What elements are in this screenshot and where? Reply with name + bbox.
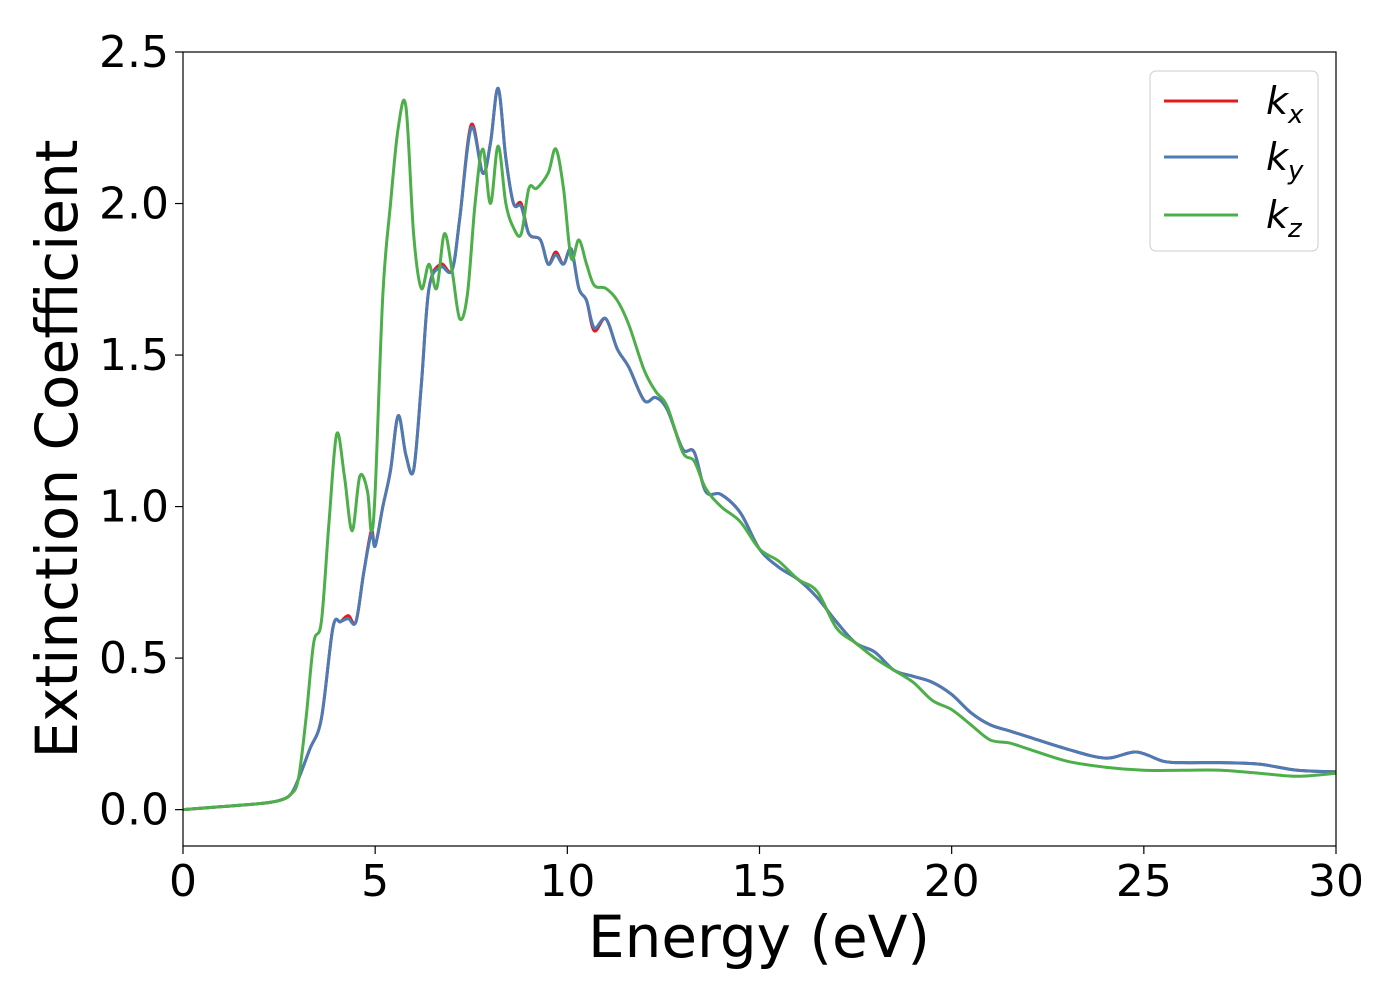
legend-label-main: k [1266,135,1290,179]
y-tick-label: 1.5 [99,330,169,381]
legend-label-subscript: z [1287,214,1303,244]
series-line-ky [183,86,1336,812]
x-axis-ticks: 0 5 10 15 20 25 30 [169,846,1364,907]
x-tick-label: 0 [169,856,197,907]
y-tick-label: 1.0 [99,482,169,533]
x-tick-label: 30 [1308,856,1364,907]
x-tick-label: 5 [361,856,389,907]
y-tick-label: 2.5 [99,27,169,78]
x-axis-label: Energy (eV) [588,903,930,971]
legend-label-kx: kx [1266,79,1304,130]
x-tick-label: 15 [732,856,788,907]
y-tick-label: 2.0 [99,179,169,230]
legend-box [1149,70,1319,252]
x-tick-label: 20 [924,856,980,907]
x-tick-label: 25 [1116,856,1172,907]
legend-label-kz: kz [1266,193,1303,244]
plot-background [183,52,1336,846]
legend-label-subscript: x [1287,100,1304,130]
y-tick-label: 0.5 [99,633,169,684]
series-layer [183,86,1336,812]
legend-label-main: k [1266,79,1290,123]
legend-label-ky: ky [1266,135,1304,186]
series-line-kz [183,98,1336,812]
x-tick-label: 10 [539,856,595,907]
y-axis-label: Extinction Coefficient [23,140,91,759]
legend-label-main: k [1266,193,1290,237]
y-axis-ticks: 0.0 0.5 1.0 1.5 2.0 2.5 [99,27,183,836]
y-tick-label: 0.0 [99,785,169,836]
legend-label-subscript: y [1287,156,1304,186]
